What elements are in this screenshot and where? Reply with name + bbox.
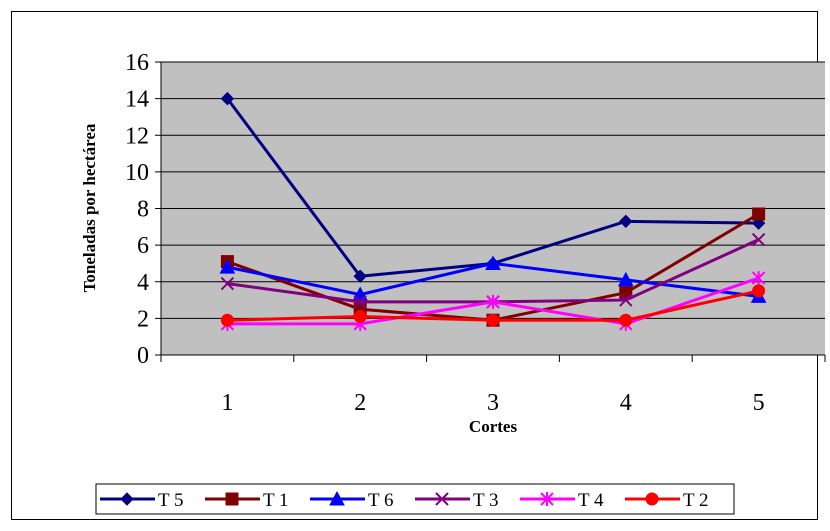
grid-lines (161, 61, 825, 319)
circle-marker (220, 313, 234, 327)
legend-label: T 1 (263, 490, 289, 511)
x-tick-label: 2 (354, 390, 366, 416)
y-axis-title: Toneladas por hectárea (80, 123, 99, 292)
triangle-marker (485, 255, 501, 270)
x-tick-label: 4 (620, 390, 632, 416)
y-tick-label: 8 (137, 197, 149, 223)
legend-item: T 1 (205, 490, 289, 511)
y-tick-label: 6 (137, 233, 149, 259)
x-tick-label: 3 (487, 390, 499, 416)
y-tick-label: 2 (137, 306, 149, 332)
axes (155, 61, 826, 362)
square-marker (225, 492, 239, 506)
legend-item: T 6 (310, 490, 394, 511)
circle-marker (486, 313, 500, 327)
x-marker (751, 232, 766, 247)
star-marker (486, 294, 500, 309)
diamond-marker (353, 269, 367, 283)
legend-label: T 4 (578, 490, 604, 511)
square-marker (752, 207, 766, 221)
x-tick-labels: 1 2 3 4 5 (221, 390, 764, 416)
series-lines (219, 91, 767, 331)
legend-item: T 5 (100, 490, 184, 511)
x-marker (435, 492, 449, 506)
x-axis-title: Cortes (469, 417, 518, 436)
star-marker (540, 492, 554, 506)
y-tick-label: 4 (137, 270, 149, 296)
series-t6 (219, 255, 767, 303)
circle-marker (353, 310, 367, 324)
series-t2 (220, 284, 766, 327)
legend-label: T 6 (368, 490, 394, 511)
legend-item: T 2 (625, 490, 709, 511)
diamond-marker (120, 492, 134, 506)
triangle-marker (219, 259, 236, 274)
y-tick-label: 0 (137, 343, 149, 369)
circle-marker (752, 284, 766, 298)
y-tick-label: 14 (125, 87, 149, 113)
y-tick-label: 16 (125, 50, 149, 76)
circle-marker (619, 313, 633, 327)
legend: T 5 T 1 T 6 T 3 T 4 T 2 (100, 490, 709, 511)
legend-label: T 2 (683, 490, 709, 511)
x-marker (220, 276, 235, 291)
x-tick-label: 5 (753, 390, 765, 416)
y-tick-labels: 0 2 4 6 8 10 12 14 16 (125, 50, 149, 369)
legend-label: T 5 (158, 490, 184, 511)
triangle-marker (617, 271, 634, 287)
legend-item: T 3 (415, 490, 499, 511)
triangle-marker (329, 490, 345, 506)
x-marker (353, 295, 367, 309)
diamond-marker (220, 91, 235, 106)
y-tick-label: 10 (125, 160, 149, 186)
x-tick-label: 1 (221, 390, 233, 416)
x-marker (619, 293, 633, 307)
diamond-marker (619, 214, 633, 229)
y-tick-label: 12 (125, 123, 149, 149)
circle-marker (645, 492, 659, 506)
legend-item: T 4 (520, 490, 604, 511)
legend-label: T 3 (473, 490, 499, 511)
star-marker (751, 271, 766, 286)
